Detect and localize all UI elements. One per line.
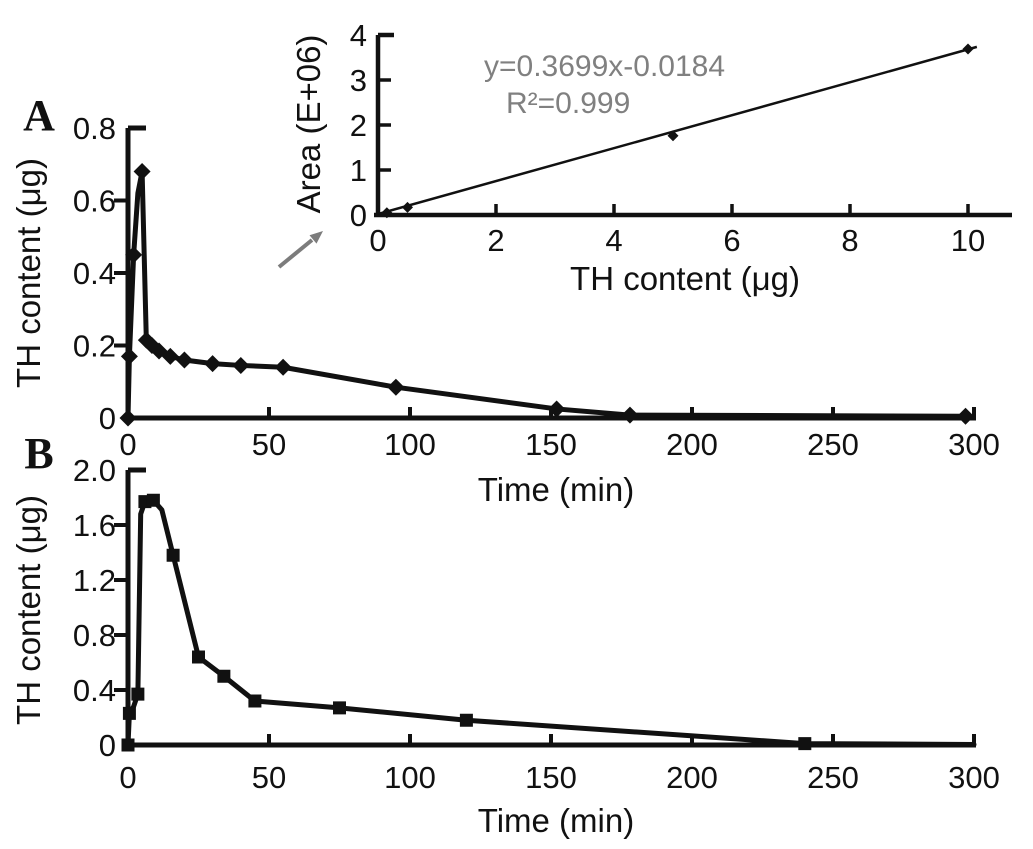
x-tick-label: 250 [807,760,859,795]
y-tick-label: 2 [350,108,367,143]
inset-x-axis-title: TH content (μg) [570,260,800,297]
x-tick-label: 100 [384,427,436,462]
x-tick-label: 150 [525,427,577,462]
x-tick-label: 0 [119,427,136,462]
scatter-point [962,43,974,55]
data-point-marker [248,694,262,708]
data-point-marker [217,669,231,683]
x-tick-label: 0 [369,223,386,258]
inset-r-squared: R²=0.999 [506,87,630,120]
x-tick-label: 0 [119,760,136,795]
data-point-marker [274,358,292,376]
scatter-point [667,130,679,142]
panel-b: B TH content (μg) Time (min) 0 0.4 0.8 1.2 1… [10,429,1000,839]
data-point-marker [333,701,346,715]
y-tick-label: 0.8 [73,111,116,146]
panel-a-plot: 00.20.40.60.80 50 100 150 200 250 300 [73,111,1000,462]
y-tick-label: 1.6 [73,508,116,543]
panel-b-letter: B [24,429,53,478]
inset-y-axis-title: Area (E+06) [290,35,327,214]
series-line [125,497,977,748]
panel-a-letter: A [23,91,55,140]
data-point-marker [232,356,250,374]
x-tick-label: 8 [841,223,858,258]
data-point-marker [957,407,975,425]
panel-b-x-axis-title: Time (min) [478,802,634,839]
x-tick-label: 250 [807,427,859,462]
panel-b-plot: 0 0.4 0.8 1.2 1.6 2.0 0 50 100 150 200 250 300 [73,453,1000,795]
data-point-marker [621,406,639,424]
y-tick-label: 0.4 [73,673,116,708]
x-tick-label: 10 [951,223,985,258]
series-line [125,169,969,421]
data-point-marker [120,347,138,365]
data-point-marker [121,738,135,752]
inset-equation: y=0.3699x-0.0184 [484,50,725,83]
data-point-marker [146,493,160,507]
y-tick-label: 0.6 [73,184,116,219]
data-point-marker [798,737,812,751]
x-tick-label: 4 [605,223,622,258]
data-point-marker [204,355,222,373]
x-tick-label: 300 [948,427,1000,462]
inset-panel: Area (E+06) TH content (μg) y=0.3699x-0.… [277,18,1012,297]
x-tick-label: 200 [666,760,718,795]
scatter-point [402,201,413,213]
trendline [377,45,978,216]
data-point-marker [387,378,405,396]
x-tick-label: 50 [252,760,286,795]
scatter-point [381,207,393,219]
data-point-marker [122,706,136,720]
x-tick-label: 2 [487,223,504,258]
data-point-marker [133,163,151,180]
panel-a-y-axis-title: TH content (μg) [10,158,47,388]
data-point-marker [192,650,205,664]
panel-b-y-axis-title: TH content (μg) [10,495,47,725]
x-tick-label: 150 [525,760,577,795]
data-point-marker [175,351,193,369]
y-tick-label: 0.2 [73,329,116,364]
y-tick-label: 1 [350,153,367,188]
data-point-marker [125,246,143,264]
x-tick-label: 50 [252,427,286,462]
y-tick-label: 0 [99,401,116,436]
x-tick-label: 6 [723,223,740,258]
y-tick-label: 1.2 [73,563,116,598]
panel-a: A TH content (μg) Time (min) 0 0.2 0.4 0.6 0… [10,91,1000,508]
y-tick-label: 4 [350,18,367,53]
y-tick-label: 2.0 [73,453,116,488]
data-point-marker [131,687,145,701]
data-point-marker [548,400,566,418]
y-tick-label: 0.8 [73,618,116,653]
x-tick-label: 100 [384,760,436,795]
y-tick-label: 0 [350,198,367,233]
x-tick-label: 300 [948,760,1000,795]
inset-pointer-arrow [277,231,323,269]
panel-a-x-axis-title: Time (min) [478,471,634,508]
y-tick-label: 0.4 [73,256,116,291]
pointer-arrow-line [277,238,314,269]
pointer-arrow-head [309,231,323,244]
data-point-marker [161,347,179,365]
data-point-marker [459,713,473,727]
data-point-marker [119,409,137,427]
x-tick-label: 200 [666,427,718,462]
y-tick-label: 3 [350,63,367,98]
y-tick-label: 0 [99,728,116,763]
data-point-marker [166,548,180,562]
